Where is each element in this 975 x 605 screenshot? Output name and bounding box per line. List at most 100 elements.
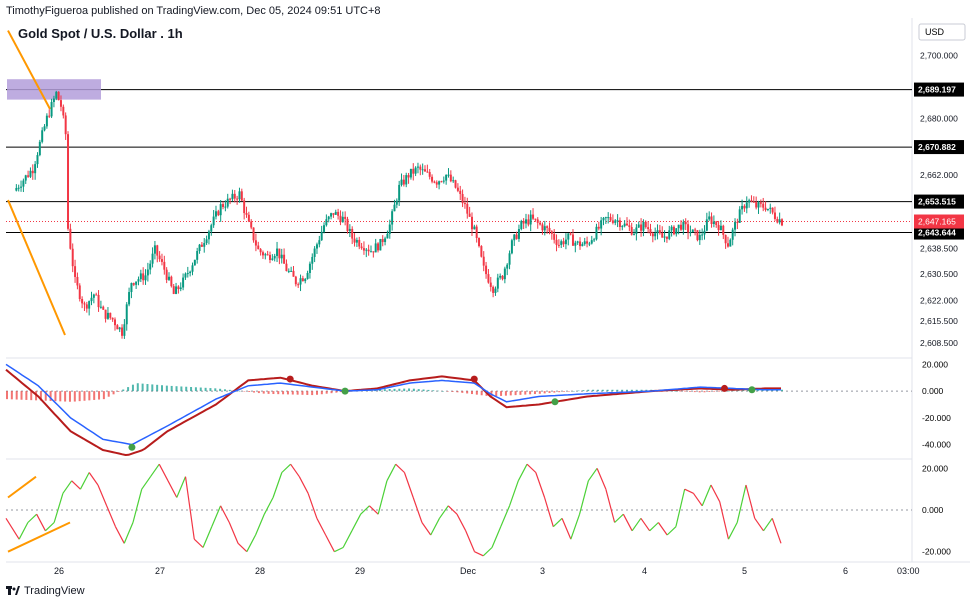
candle-body [179, 287, 182, 290]
macd-histogram-bar [117, 391, 120, 392]
macd-histogram-bar [616, 389, 619, 392]
oscillator-segment [106, 505, 117, 527]
candle-body [62, 106, 65, 116]
candle-body [132, 283, 135, 285]
macd-histogram-bar [306, 391, 309, 395]
oscillator-segment [334, 546, 344, 553]
candle-body [388, 224, 391, 234]
oscillator-segment [614, 513, 624, 523]
macd-cross-dot [470, 375, 478, 383]
candle-body [527, 219, 530, 225]
candle-body [45, 115, 48, 127]
oscillator-segment [517, 463, 528, 482]
oscillator-segment [184, 476, 195, 540]
candle-body [78, 285, 81, 300]
candle-body [506, 264, 509, 269]
supply-zone-box [7, 79, 101, 100]
candle-body [113, 319, 116, 326]
candle-body [24, 175, 27, 181]
macd-tick-label: -40.000 [922, 440, 951, 450]
candle-body [677, 224, 680, 229]
candle-body [724, 234, 727, 244]
candle-body [358, 239, 361, 247]
candle-body [400, 179, 403, 185]
last-price-label: 2,647.165 [918, 217, 956, 227]
candle-body [280, 254, 283, 259]
oscillator-segment [474, 551, 484, 557]
oscillator-segment [500, 505, 511, 527]
candle-body [398, 184, 401, 201]
oscillator-segment [79, 472, 90, 490]
oscillator-segment [44, 522, 55, 532]
macd-histogram-bar [509, 391, 512, 396]
candle-body [344, 216, 347, 219]
candle-body [456, 187, 459, 191]
candle-body [623, 223, 626, 227]
macd-histogram-bar [209, 388, 212, 392]
macd-tick-label: -20.000 [922, 413, 951, 423]
macd-histogram-bar [558, 391, 561, 393]
candle-body [362, 248, 365, 251]
level-badge-label: 2,670.882 [918, 142, 956, 152]
oscillator-lower-trendline [7, 521, 71, 553]
price-tick-label: 2,700.000 [920, 51, 958, 61]
macd-histogram-bar [538, 391, 541, 394]
candle-body [38, 141, 41, 156]
macd-histogram-bar [161, 385, 163, 392]
macd-histogram-bar [30, 391, 33, 401]
candle-body [630, 227, 633, 235]
candle-body [254, 240, 257, 246]
macd-histogram-bar [417, 389, 420, 392]
macd-histogram-bar [68, 391, 71, 402]
macd-histogram-bar [480, 391, 483, 396]
candle-body [661, 233, 664, 238]
macd-histogram-bar [54, 391, 57, 402]
macd-histogram-bar [10, 391, 13, 400]
candle-body [703, 230, 706, 235]
macd-histogram-bar [500, 391, 503, 396]
macd-histogram-bar [737, 390, 740, 392]
macd-histogram-bar [170, 385, 173, 392]
candle-body [353, 238, 356, 243]
candle-body [360, 246, 363, 249]
candle-body [153, 245, 156, 254]
footer-brand: TradingView [24, 585, 85, 597]
candle-body [323, 225, 326, 232]
candle-body [618, 220, 621, 227]
oscillator-segment [220, 505, 230, 523]
candle-body [513, 234, 516, 241]
candle-body [712, 221, 715, 225]
candle-body [294, 276, 297, 285]
oscillator-segment [62, 480, 73, 494]
macd-histogram-bar [39, 391, 42, 401]
macd-cross-dot [341, 387, 349, 395]
candle-body [633, 233, 636, 235]
oscillator-segment [657, 522, 668, 536]
currency-badge [918, 23, 966, 41]
macd-histogram-bar [703, 391, 706, 393]
candle-body [492, 286, 495, 293]
macd-histogram-bar [621, 389, 624, 392]
candle-body [600, 220, 603, 229]
candle-body [525, 219, 527, 224]
oscillator-segment [508, 480, 519, 507]
macd-histogram-bar [529, 391, 532, 395]
macd-histogram-bar [674, 391, 677, 392]
candle-body [682, 221, 685, 230]
oscillator-segment [290, 463, 300, 478]
candle-body [59, 100, 62, 107]
candle-body [473, 226, 476, 230]
candle-body [708, 216, 711, 220]
candle-body [48, 115, 51, 117]
candle-body [736, 222, 739, 224]
time-tick-label: 4 [642, 566, 647, 576]
candle-body [163, 261, 166, 270]
candle-body [271, 258, 274, 261]
candle-body [546, 226, 549, 228]
macd-histogram-bar [383, 389, 386, 392]
macd-histogram-bar [325, 391, 328, 394]
candle-body [562, 241, 565, 245]
candle-body [238, 191, 241, 200]
oscillator-segment [114, 526, 125, 544]
